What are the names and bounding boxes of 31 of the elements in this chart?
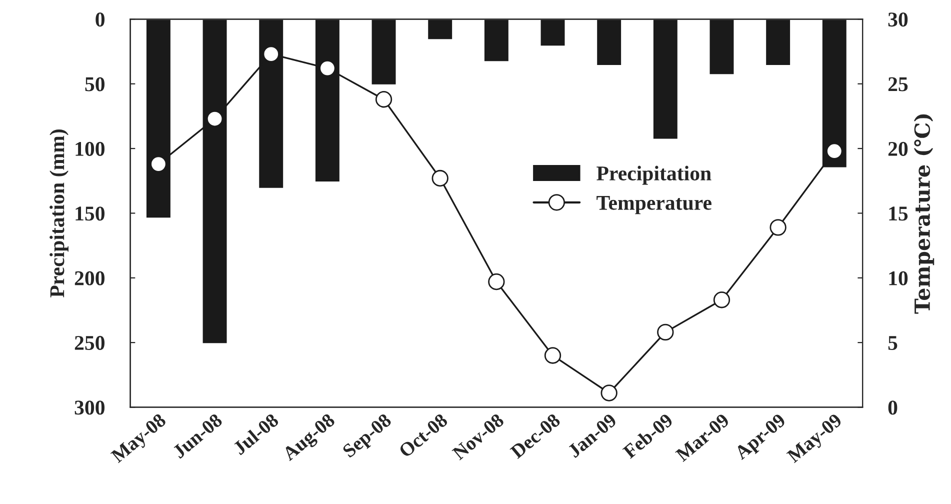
y-tick-label: 150 bbox=[76, 206, 104, 221]
point bbox=[488, 273, 505, 290]
y-tick-label: 50 bbox=[85, 77, 104, 92]
point bbox=[826, 142, 843, 160]
point bbox=[432, 170, 448, 187]
point bbox=[544, 347, 562, 364]
y-tick-label: 0 bbox=[96, 12, 104, 27]
y2-axis-title: Temperature (℃) bbox=[914, 114, 934, 314]
legend-label: Temperature bbox=[596, 196, 712, 214]
legend-label: Precipitation bbox=[596, 166, 712, 185]
y2-tick-label: 0 bbox=[888, 400, 898, 415]
y-tick-label: 250 bbox=[74, 336, 104, 350]
y-tick-label: 200 bbox=[74, 271, 104, 286]
y-tick-label: 300 bbox=[74, 400, 104, 415]
y-axis-title: Precipitation (mm) bbox=[50, 130, 68, 298]
y2-tick-label: 15 bbox=[889, 206, 908, 221]
point bbox=[600, 384, 618, 402]
y2-tick-label: 25 bbox=[888, 77, 908, 92]
y2-tick-label: 30 bbox=[888, 12, 908, 27]
point bbox=[713, 292, 730, 308]
y-tick-label: 100 bbox=[76, 142, 104, 156]
y2-tick-label: 20 bbox=[888, 142, 908, 156]
point bbox=[206, 110, 224, 128]
y2-tick-label: 10 bbox=[889, 271, 908, 286]
point bbox=[657, 324, 674, 341]
y2-tick-label: 5 bbox=[888, 336, 898, 350]
point bbox=[375, 91, 392, 108]
point bbox=[150, 156, 167, 172]
point bbox=[262, 46, 280, 62]
point bbox=[319, 60, 336, 77]
point bbox=[770, 219, 786, 236]
